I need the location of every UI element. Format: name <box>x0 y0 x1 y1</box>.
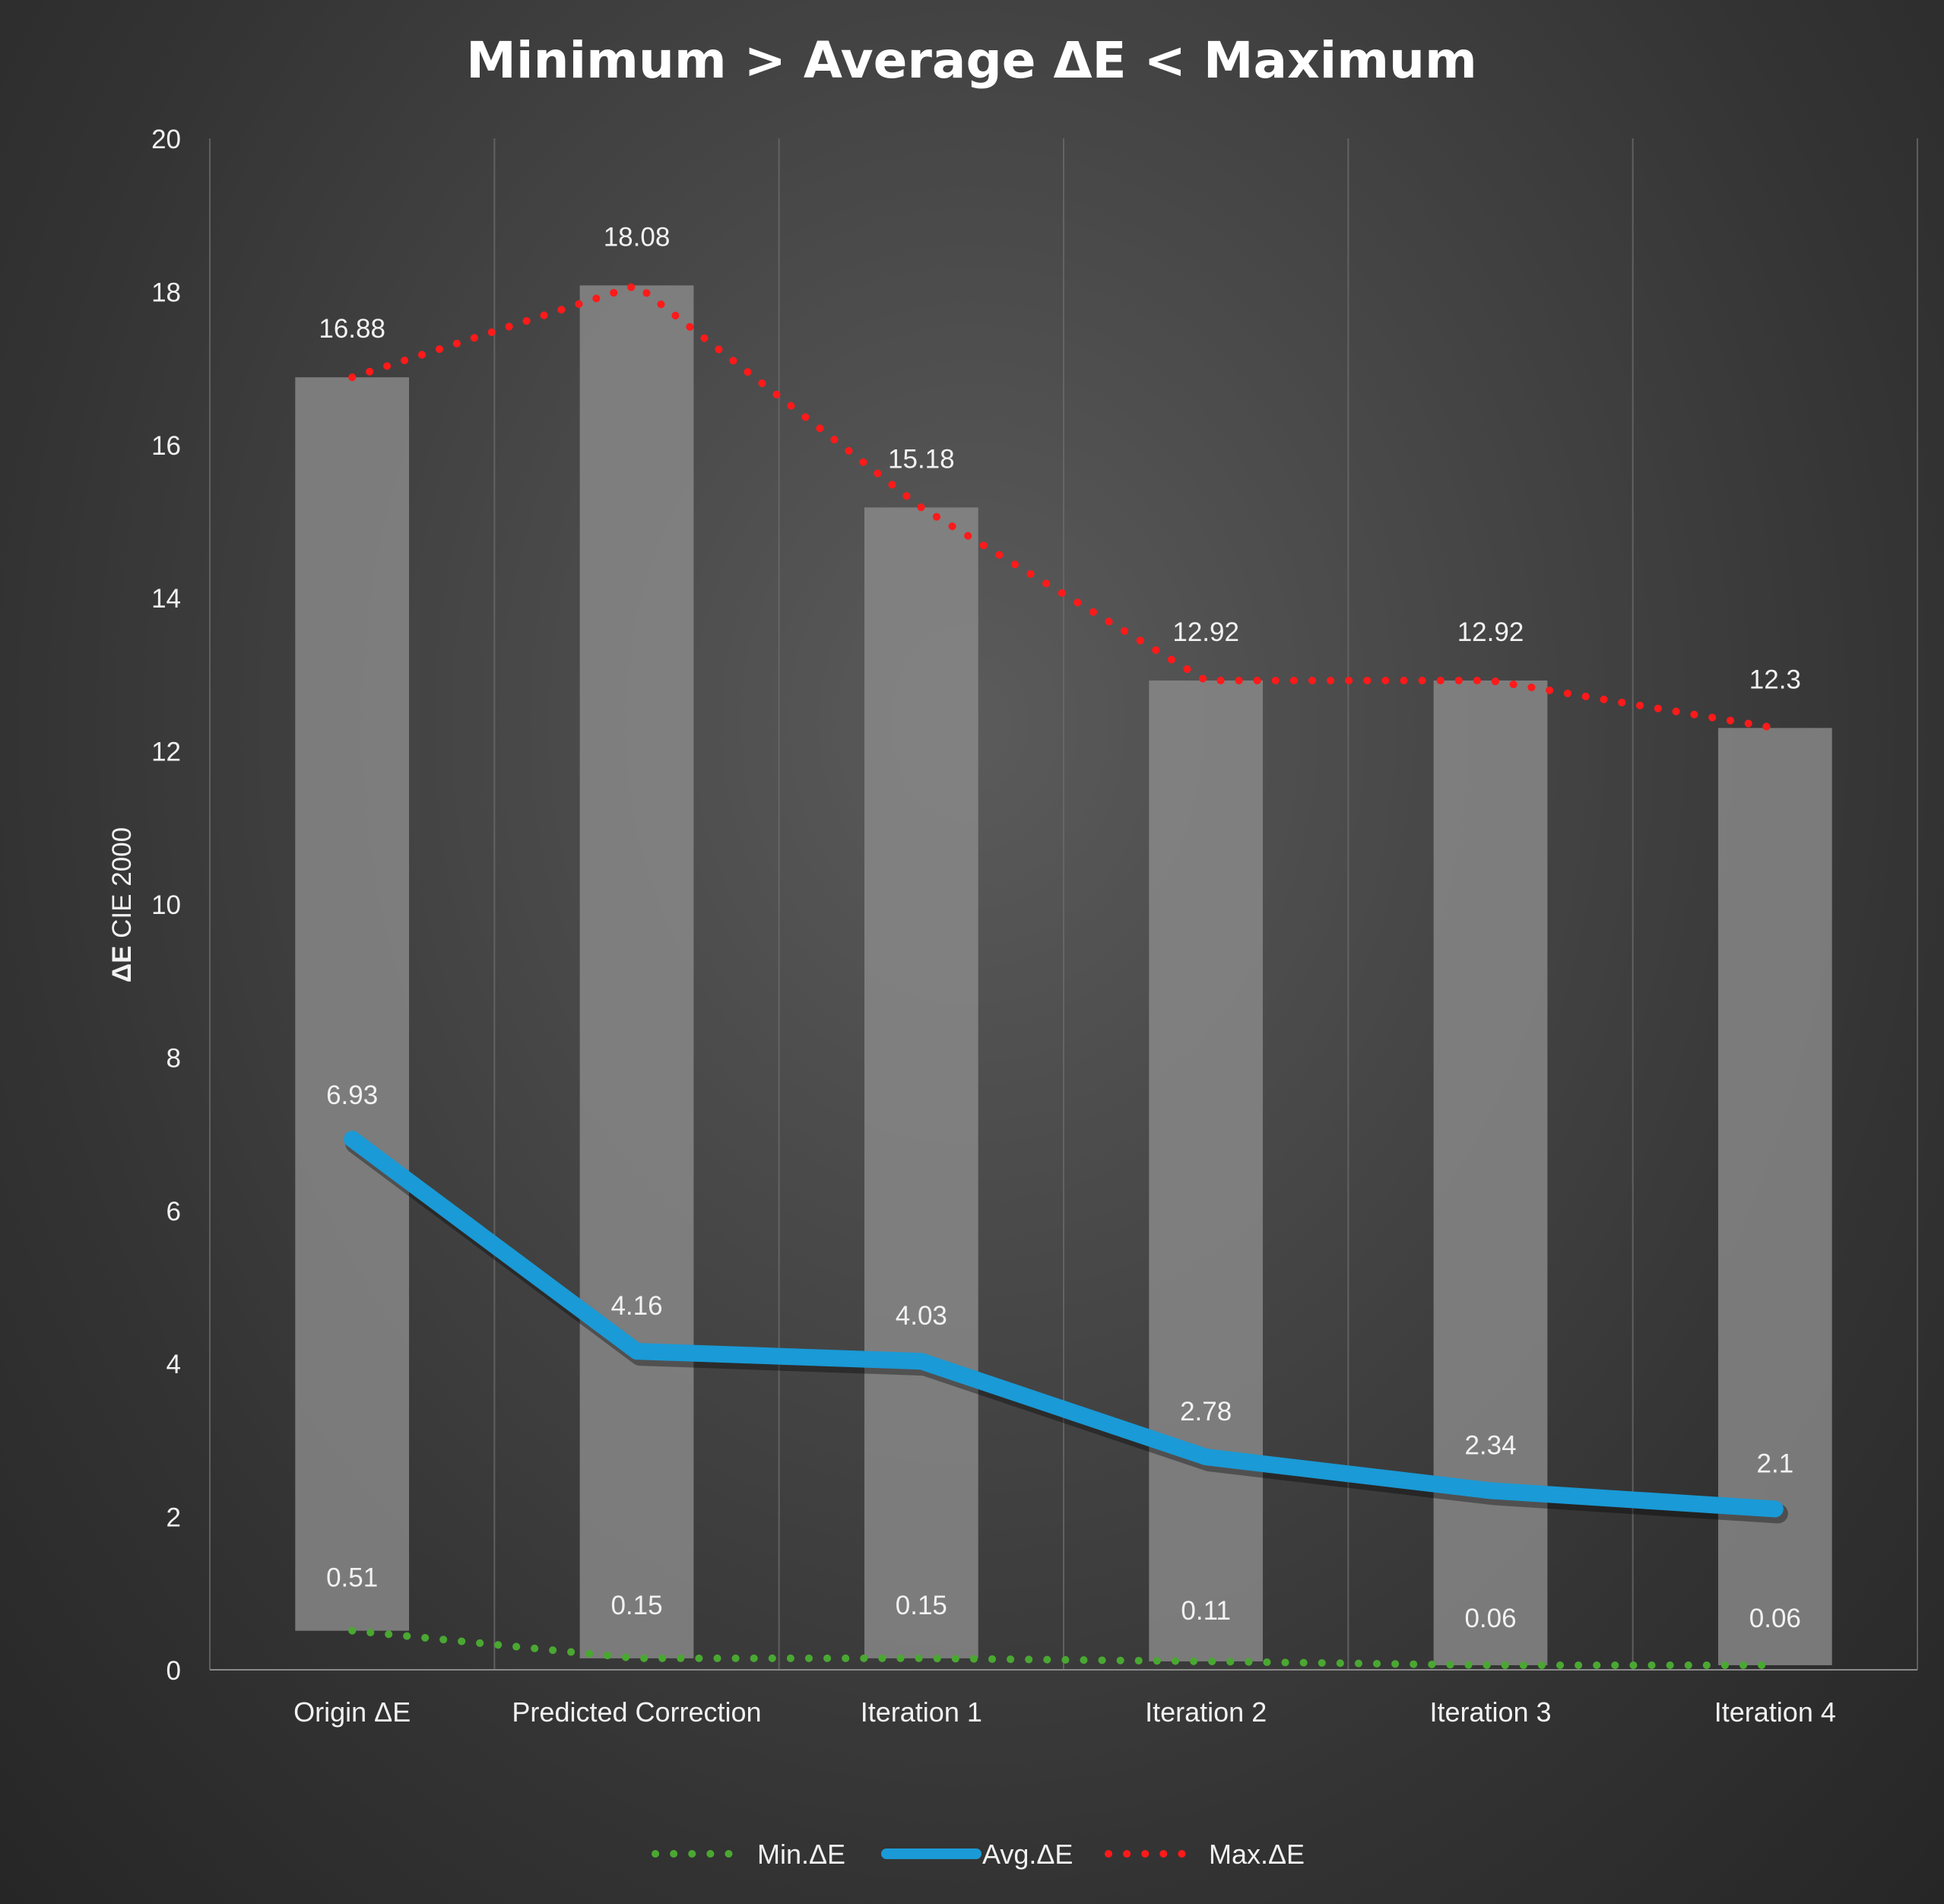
y-tick-label: 0 <box>166 1656 181 1686</box>
legend-label: Max.ΔE <box>1209 1839 1305 1870</box>
legend: Min.ΔE Avg.ΔE Max.ΔE <box>652 1839 1305 1870</box>
data-label: 15.18 <box>888 444 955 474</box>
data-label: 0.06 <box>1749 1604 1801 1633</box>
data-label: 18.08 <box>604 222 671 252</box>
y-tick-label: 18 <box>151 278 181 307</box>
x-category-label: Iteration 2 <box>1145 1696 1267 1728</box>
y-tick-label: 4 <box>166 1350 181 1379</box>
y-tick-label: 2 <box>166 1503 181 1533</box>
series-line-min-e <box>348 1626 1779 1669</box>
data-label: 4.03 <box>896 1301 947 1331</box>
range-bar <box>1149 680 1264 1661</box>
data-label: 12.3 <box>1749 665 1801 694</box>
legend-label: Avg.ΔE <box>982 1839 1073 1870</box>
data-label: 2.34 <box>1464 1430 1516 1460</box>
range-bar <box>1433 680 1548 1665</box>
series-line-max-e <box>348 281 1779 732</box>
y-tick-label: 6 <box>166 1197 181 1226</box>
data-label: 2.1 <box>1757 1449 1794 1479</box>
range-bar <box>1717 728 1832 1665</box>
y-tick-label: 12 <box>151 738 181 767</box>
data-label: 6.93 <box>326 1081 378 1110</box>
legend-label: Min.ΔE <box>757 1839 845 1870</box>
data-label: 0.06 <box>1464 1604 1516 1633</box>
series-line-avg-e <box>344 1131 1784 1518</box>
series-line-avg-e-shadow <box>345 1134 1788 1524</box>
data-label: 0.51 <box>326 1563 378 1593</box>
x-category-label: Iteration 3 <box>1429 1696 1551 1728</box>
y-tick-label: 20 <box>151 125 181 154</box>
plot-area: 0 2 4 6 8 10 12 14 16 18 20 Origin ΔE Predicted Corr… <box>151 125 1918 1728</box>
data-label: 0.15 <box>896 1591 947 1620</box>
y-axis-label: ΔE CIE 2000 <box>107 827 137 982</box>
data-label: 0.15 <box>610 1591 662 1620</box>
y-tick-label: 16 <box>151 431 181 461</box>
data-label: 4.16 <box>610 1291 662 1321</box>
data-label: 0.11 <box>1181 1596 1231 1626</box>
data-label: 16.88 <box>319 314 385 344</box>
range-bar <box>579 285 694 1658</box>
y-axis-label-text: CIE 2000 <box>107 827 137 946</box>
chart-title: Minimum > Average ΔE < Maximum <box>466 31 1477 90</box>
x-category-label: Origin ΔE <box>293 1696 411 1728</box>
data-label: 12.92 <box>1172 617 1239 647</box>
x-category-label: Iteration 4 <box>1714 1696 1836 1728</box>
y-tick-label: 14 <box>151 584 181 614</box>
y-tick-label: 10 <box>151 890 181 920</box>
y-tick-label: 8 <box>166 1043 181 1073</box>
range-bar <box>295 377 410 1631</box>
data-label: 2.78 <box>1180 1397 1232 1426</box>
x-category-label: Iteration 1 <box>861 1696 982 1728</box>
data-label: 12.92 <box>1457 617 1524 647</box>
range-bar <box>864 507 978 1658</box>
y-axis-label-symbol: ΔE <box>107 946 137 983</box>
x-category-label: Predicted Correction <box>512 1696 761 1728</box>
